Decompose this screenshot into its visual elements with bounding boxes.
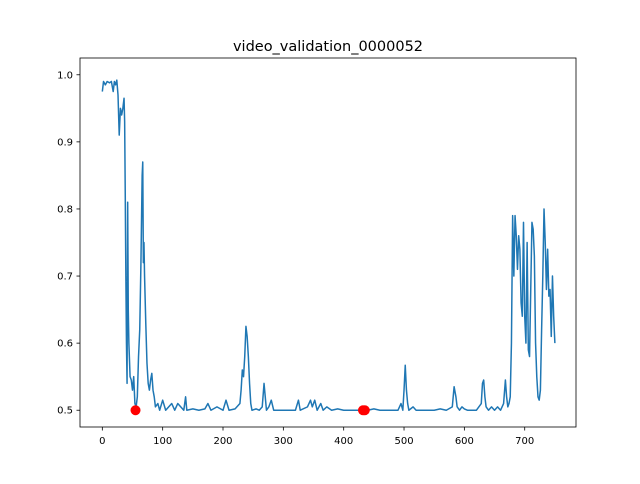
marker-point-2 [359, 405, 370, 416]
x-tick-label-200: 200 [213, 436, 232, 447]
marker-point-0 [130, 405, 141, 416]
series-line-0 [101, 79, 556, 411]
y-tick-label-0.5: 0.5 [57, 406, 73, 417]
y-tick-label-1: 1.0 [57, 70, 73, 81]
x-tick-label-500: 500 [394, 436, 413, 447]
y-tick-label-0.6: 0.6 [57, 339, 73, 350]
x-tick-label-700: 700 [515, 436, 534, 447]
x-tick-label-300: 300 [274, 436, 293, 447]
axes-frame [79, 57, 577, 428]
y-tick-label-0.8: 0.8 [57, 204, 73, 215]
plot-area: 0 100 200 300 400 500 600 700 0.5 0.6 0.7 0.8 0.9 1.0 [57, 57, 577, 447]
y-tick-label-0.9: 0.9 [57, 137, 73, 148]
y-tick-label-0.7: 0.7 [57, 272, 73, 283]
x-tick-label-400: 400 [334, 436, 353, 447]
x-tick-label-600: 600 [455, 436, 474, 447]
x-tick-label-0: 0 [99, 436, 105, 447]
chart-title: video_validation_0000052 [233, 39, 423, 55]
x-tick-label-100: 100 [153, 436, 172, 447]
